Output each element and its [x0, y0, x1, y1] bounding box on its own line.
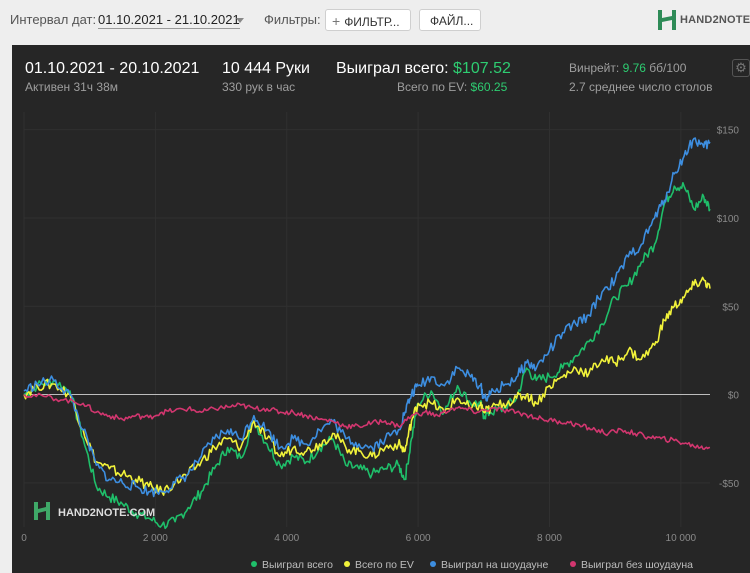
x-tick-label: 2 000	[143, 533, 168, 544]
summary-hands-rate: 330 рук в час	[222, 80, 296, 94]
summary-ev: Всего по EV: $60.25	[397, 80, 507, 94]
date-range-label: Интервал дат:	[10, 12, 97, 27]
summary-ev-label: Всего по EV:	[397, 80, 468, 94]
summary-range: 01.10.2021 - 20.10.2021	[25, 60, 200, 77]
logo-text: HAND2NOTE.COM	[680, 14, 750, 26]
summary-ev-value: $60.25	[470, 80, 508, 94]
filter-button[interactable]: + ФИЛЬТР...	[325, 9, 411, 31]
file-button-label: ФАЙЛ...	[430, 14, 474, 28]
y-tick-label: -$50	[719, 479, 739, 490]
chart-axes: 0 2 000 4 000 6 000 8 000 10 000 -$50 $0 $50 $100…	[21, 126, 739, 544]
y-tick-label: $100	[717, 214, 740, 225]
x-tick-label: 10 000	[666, 533, 697, 544]
summary-winrate-label: Винрейт:	[569, 61, 620, 75]
x-tick-label: 8 000	[537, 533, 562, 544]
x-tick-label: 4 000	[274, 533, 299, 544]
x-tick-label: 6 000	[406, 533, 431, 544]
summary-won-label: Выиграл всего:	[336, 60, 449, 77]
legend-label: Всего по EV	[355, 559, 414, 571]
summary-won: Выиграл всего: $107.52	[336, 60, 511, 78]
legend-marker	[344, 561, 350, 567]
series-line	[23, 276, 711, 496]
y-tick-label: $50	[722, 302, 739, 313]
logo-icon	[658, 10, 676, 30]
toolbar: Интервал дат: 01.10.2021 - 21.10.2021 Фи…	[0, 0, 750, 44]
legend-marker	[251, 561, 257, 567]
legend-marker	[570, 561, 576, 567]
chart-grid	[23, 112, 710, 527]
plus-icon: +	[332, 13, 341, 29]
summary-winrate: Винрейт: 9.76 бб/100	[569, 61, 686, 75]
series-line	[23, 182, 711, 530]
chevron-down-icon[interactable]	[236, 18, 244, 23]
file-button[interactable]: ФАЙЛ...	[419, 9, 481, 31]
summary-winrate-value: 9.76	[622, 61, 646, 75]
chart-series	[23, 137, 711, 530]
y-tick-label: $150	[717, 126, 740, 137]
watermark: HAND2NOTE.COM	[34, 502, 155, 520]
legend-label: Выиграл без шоудауна	[581, 559, 693, 571]
watermark-text: HAND2NOTE.COM	[58, 507, 155, 519]
summary-active-time: Активен 31ч 38м	[25, 80, 118, 94]
summary-tables: 2.7 среднее число столов	[569, 80, 713, 94]
brand-logo: HAND2NOTE.COM	[658, 10, 750, 32]
legend-label: Выиграл на шоудауне	[441, 559, 548, 571]
summary-winrate-unit: бб/100	[649, 61, 687, 75]
filter-button-label: ФИЛЬТР...	[344, 15, 400, 29]
series-line	[23, 392, 711, 451]
legend-label: Выиграл всего	[262, 559, 333, 571]
legend-marker	[430, 561, 436, 567]
chart-legend: Выиграл всего Всего по EV Выиграл на шоуда…	[251, 559, 693, 571]
summary-won-value: $107.52	[453, 60, 511, 77]
filters-label: Фильтры:	[264, 12, 321, 27]
y-tick-label: $0	[728, 391, 740, 402]
date-range-select[interactable]: 01.10.2021 - 21.10.2021	[98, 12, 240, 29]
summary-hands: 10 444 Руки	[222, 60, 310, 77]
x-tick-label: 0	[21, 533, 27, 544]
